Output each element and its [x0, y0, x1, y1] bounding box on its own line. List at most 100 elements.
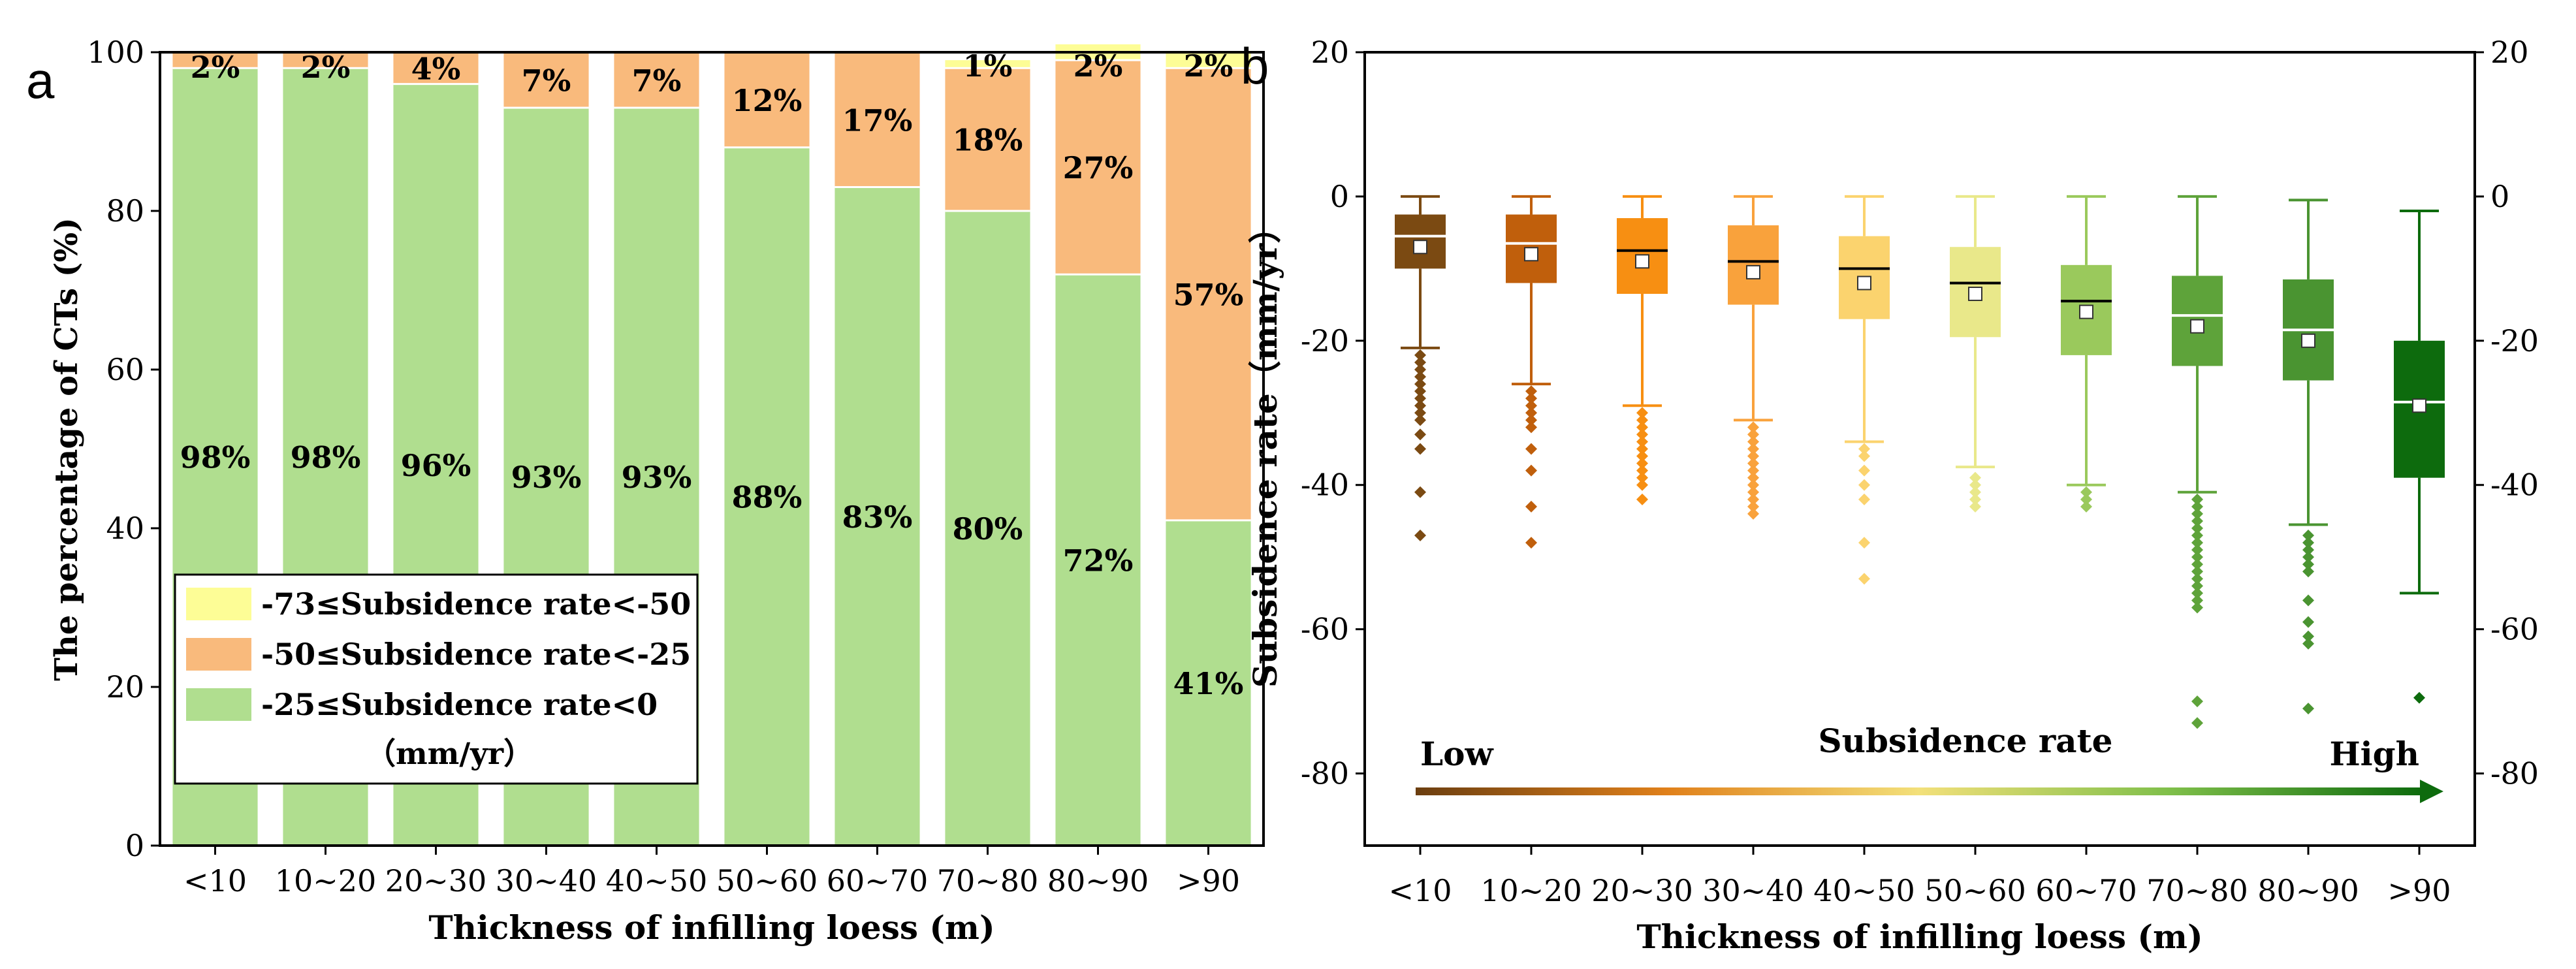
box-outlier [1414, 364, 1426, 375]
box-mean-marker [2412, 398, 2426, 413]
panel-a-stacked-bar-chart: a 98% 2% 98% 2% 96% 4% 93% 7% 93% 7% 88% 12% 83% 17% 8… [26, 35, 1265, 947]
box-outlier [1969, 493, 1981, 505]
bar-value-label: 72% [1063, 543, 1134, 579]
box-outlier [1747, 493, 1759, 505]
annotation-subsidence-rate: Subsidence rate [1818, 722, 2112, 760]
y-tick-label: 80 [106, 193, 144, 229]
x-tick-label: 10~20 [275, 863, 377, 898]
box-outlier [1969, 486, 1981, 498]
bar-value-label: 2% [191, 50, 240, 85]
box-outlier [2302, 530, 2314, 542]
box-outlier [2413, 691, 2425, 704]
box-outlier [2302, 537, 2314, 549]
x-tick-label: 10~20 [1480, 873, 1582, 908]
box-outlier [2302, 616, 2314, 628]
box-outlier [1525, 414, 1537, 426]
box-outlier [2302, 637, 2314, 650]
y-tick-label-left: -80 [1301, 756, 1349, 791]
box-mean-marker [2079, 304, 2093, 319]
box-outlier [1858, 537, 1870, 549]
box-outlier [1747, 428, 1759, 441]
bar-segment [724, 52, 810, 148]
box-outlier [2191, 507, 2203, 520]
bar-value-label: 1% [963, 48, 1013, 84]
box-outlier [2191, 565, 2203, 578]
box-outlier [1747, 450, 1759, 462]
x-tick-label: 80~90 [2257, 873, 2359, 908]
box-outlier [1858, 450, 1870, 462]
y-tick-label-right: -80 [2490, 756, 2539, 791]
panel-b-x-axis-label: Thickness of infilling loess (m) [1636, 917, 2202, 956]
legend-entry-moderate: -50≤Subsidence rate<-25 [261, 637, 691, 672]
box-outlier [1747, 479, 1759, 491]
y-tick-label: 60 [106, 352, 144, 387]
box-outlier [1414, 486, 1426, 498]
box-outlier [1747, 464, 1759, 477]
box-outlier [1858, 573, 1870, 585]
panel-b-y-ticks: -80 -80 -60 -60 -40 -40 -20 -20 0 0 20 20 [1301, 35, 2539, 791]
x-tick-label: 80~90 [1047, 863, 1149, 898]
box-outlier [2191, 500, 2203, 513]
box-outlier [1414, 378, 1426, 390]
box-outlier [1414, 371, 1426, 383]
bar-segment [724, 147, 810, 846]
bar-value-label: 27% [1063, 150, 1134, 185]
box-outlier [1636, 443, 1648, 455]
box-outlier [1636, 436, 1648, 448]
box-outlier [1414, 428, 1426, 441]
box-outlier [1414, 392, 1426, 405]
panel-a-plot-frame [159, 51, 1265, 847]
box-outlier [2191, 551, 2203, 564]
bar-value-label: 80% [953, 511, 1023, 547]
box-outlier [1414, 385, 1426, 398]
box-outlier [1525, 464, 1537, 477]
x-tick-label: 30~40 [1702, 873, 1804, 908]
panel-a-label: a [26, 52, 55, 109]
panel-b-plot-frame [1363, 51, 2476, 847]
box-outlier [1636, 414, 1648, 426]
bar-value-label: 2% [301, 50, 351, 85]
y-tick-label-right: 20 [2490, 35, 2529, 70]
box-mean-marker [1413, 240, 1427, 255]
y-tick-label: 40 [106, 511, 144, 546]
box-outlier [1636, 428, 1648, 441]
x-tick-label: 50~60 [716, 863, 818, 898]
bar-segment [503, 52, 589, 108]
box-outlier [1747, 500, 1759, 513]
box-mean-marker [2190, 319, 2204, 334]
x-tick-label: 70~80 [937, 863, 1039, 898]
box-outlier [1414, 356, 1426, 368]
bar-value-label: 4% [411, 51, 461, 86]
x-tick-label: 30~40 [496, 863, 597, 898]
bar-segment [945, 68, 1030, 211]
box-outlier [1525, 407, 1537, 419]
panel-a-x-ticks: <10 10~20 20~30 30~40 40~50 50~60 60~70 70~80 80… [183, 846, 1240, 898]
bar-value-label: 12% [732, 83, 803, 118]
box-outlier [2191, 558, 2203, 571]
box-outlier [1414, 349, 1426, 361]
box-outlier [2191, 601, 2203, 614]
box-outlier [2302, 703, 2314, 715]
x-tick-label: <10 [183, 863, 247, 898]
box-outlier [2191, 695, 2203, 708]
annotation-high: High [2329, 735, 2419, 773]
y-tick-label-left: -20 [1301, 323, 1349, 358]
y-tick-label-left: -40 [1301, 468, 1349, 503]
box-outlier [1636, 471, 1648, 484]
bar-segment [393, 52, 479, 84]
y-tick-label: 20 [106, 669, 144, 705]
rate-arrow-head [2420, 780, 2443, 803]
box-outlier [1636, 493, 1648, 505]
bar-value-label: 17% [842, 103, 913, 138]
y-tick-label: 100 [87, 35, 144, 70]
bar-value-label: 83% [842, 500, 913, 535]
box-outlier [1636, 464, 1648, 477]
bar-segment [945, 60, 1030, 69]
bar-segment [1166, 52, 1251, 69]
bar-value-label: 7% [522, 63, 571, 99]
bar-value-label: 93% [622, 460, 692, 495]
box-outlier [2302, 544, 2314, 556]
box-outlier [1747, 421, 1759, 434]
box-outlier [2191, 522, 2203, 534]
panel-b-box-plot: b -80 -80 -60 -60 -40 -40 -20 -20 0 0 20 20 <10 10~2… [1241, 35, 2539, 956]
